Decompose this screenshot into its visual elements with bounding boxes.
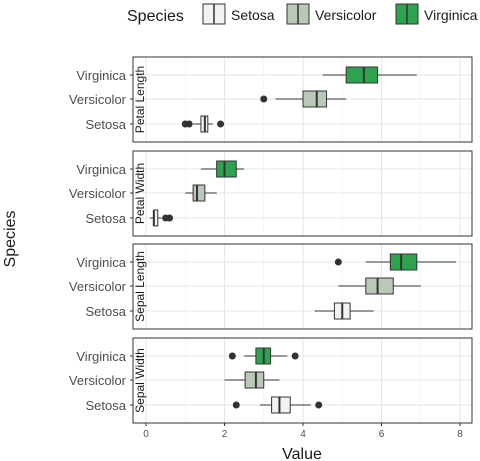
- facet-label-sepal-width: Sepal Width: [133, 348, 147, 413]
- outlier-point: [334, 258, 342, 266]
- outlier-point: [315, 401, 323, 409]
- legend-title: Species: [127, 8, 184, 25]
- legend-item-setosa: Setosa: [202, 3, 275, 25]
- box-petal-width-versicolor: [185, 184, 217, 202]
- facet-panel-sepal-length: Sepal Length Virginica Versicolor Setosa: [69, 243, 473, 330]
- iqr-box: [216, 160, 237, 178]
- legend-item-virginica: Virginica: [395, 3, 478, 25]
- box-sepal-length-versicolor: [338, 277, 421, 295]
- x-tick-label: 6: [379, 429, 385, 440]
- legend-label-setosa: Setosa: [231, 7, 275, 23]
- y-tick-label-versicolor: Versicolor: [69, 373, 127, 388]
- box-petal-length-setosa: [181, 115, 225, 133]
- iqr-box: [389, 253, 418, 271]
- box-petal-length-virginica: [322, 66, 417, 84]
- iqr-box: [345, 66, 379, 84]
- y-tick-label-setosa: Setosa: [86, 117, 127, 132]
- iqr-box: [271, 396, 291, 414]
- y-tick-label-virginica: Virginica: [76, 68, 126, 83]
- facet-label-petal-length: Petal Length: [133, 66, 147, 133]
- outlier-point: [228, 352, 236, 360]
- box-petal-width-setosa: [149, 209, 174, 227]
- y-tick-label-versicolor: Versicolor: [69, 186, 127, 201]
- box-sepal-width-virginica: [228, 347, 299, 365]
- y-tick-label-setosa: Setosa: [86, 211, 127, 226]
- legend-label-virginica: Virginica: [424, 7, 478, 23]
- x-tick-label: 0: [143, 429, 149, 440]
- iqr-box: [365, 277, 394, 295]
- y-axis-title: Species: [2, 211, 19, 268]
- box-sepal-width-setosa: [232, 396, 323, 414]
- x-axis: 0 2 4 6 8: [143, 423, 463, 440]
- iqr-box: [192, 184, 206, 202]
- box-petal-length-versicolor: [260, 90, 347, 108]
- outlier-point: [185, 120, 193, 128]
- box-sepal-length-virginica: [334, 253, 457, 271]
- facet-panel-sepal-width: Sepal Width Virginica Versicolor Setosa: [69, 337, 473, 424]
- y-tick-label-setosa: Setosa: [86, 304, 127, 319]
- legend: Species Setosa Versicolor Virginica: [127, 3, 478, 25]
- iqr-box: [302, 90, 328, 108]
- facet-label-sepal-length: Sepal Length: [133, 251, 147, 322]
- legend-item-versicolor: Versicolor: [286, 3, 377, 25]
- box-sepal-length-setosa: [314, 302, 374, 320]
- facet-panels: Petal LengthVirginicaVersicolorSetosaPet…: [69, 56, 473, 424]
- facet-label-petal-width: Petal Width: [133, 163, 147, 224]
- y-tick-label-versicolor: Versicolor: [69, 279, 127, 294]
- box-petal-width-virginica: [200, 160, 245, 178]
- x-tick-label: 2: [222, 429, 228, 440]
- facet-panel-petal-width: Petal Width Virginica Versicolor Setosa: [69, 150, 473, 237]
- y-tick-label-virginica: Virginica: [76, 349, 126, 364]
- x-tick-label: 8: [457, 429, 463, 440]
- outlier-point: [166, 214, 174, 222]
- box-sepal-width-versicolor: [224, 371, 280, 389]
- outlier-point: [260, 95, 268, 103]
- facet-panel-petal-length: Petal Length Virginica Versicolor Setosa: [69, 56, 473, 143]
- x-axis-title: Value: [282, 446, 322, 461]
- y-tick-label-setosa: Setosa: [86, 398, 127, 413]
- outlier-point: [217, 120, 225, 128]
- outlier-point: [291, 352, 299, 360]
- legend-label-versicolor: Versicolor: [315, 7, 377, 23]
- iqr-box: [244, 371, 265, 389]
- y-tick-label-virginica: Virginica: [76, 162, 126, 177]
- outlier-point: [232, 401, 240, 409]
- y-tick-label-virginica: Virginica: [76, 255, 126, 270]
- y-tick-label-versicolor: Versicolor: [69, 92, 127, 107]
- x-tick-label: 4: [300, 429, 306, 440]
